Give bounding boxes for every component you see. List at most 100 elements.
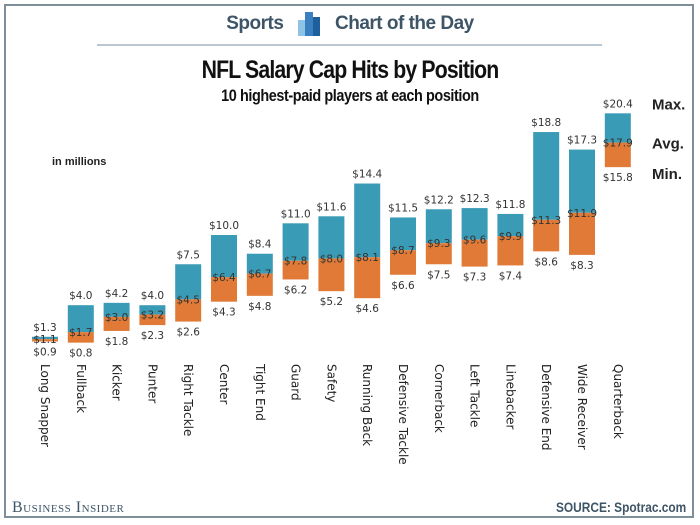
bar-lower-9 xyxy=(354,257,381,299)
bar-upper-15 xyxy=(569,149,595,213)
bar-lower-11 xyxy=(425,243,452,265)
label-min-8: $5.2 xyxy=(320,296,343,308)
label-max-15: $17.3 xyxy=(567,135,597,147)
label-max-0: $1.3 xyxy=(33,322,56,334)
bar-lower-15 xyxy=(569,212,595,255)
bar-upper-8 xyxy=(318,216,345,259)
brand-logo: Business Insider xyxy=(12,499,125,516)
label-max-6: $8.4 xyxy=(248,239,272,251)
label-avg-2: $3.0 xyxy=(105,312,128,324)
category-label-8: Safety xyxy=(324,364,338,402)
legend-avg: Avg. xyxy=(652,136,684,153)
bar-lower-5 xyxy=(211,277,237,302)
bar-upper-3 xyxy=(139,305,166,315)
bar-lower-2 xyxy=(103,316,130,331)
bar-upper-7 xyxy=(282,223,309,261)
label-max-8: $11.6 xyxy=(316,201,346,213)
category-label-5: Center xyxy=(217,364,231,404)
label-avg-7: $7.8 xyxy=(284,256,307,268)
label-min-11: $7.5 xyxy=(427,269,450,281)
label-max-12: $12.3 xyxy=(460,193,490,205)
label-max-5: $10.0 xyxy=(209,220,239,232)
label-min-13: $7.4 xyxy=(499,270,523,282)
bar-upper-10 xyxy=(390,217,416,251)
bar-lower-13 xyxy=(497,236,524,266)
label-min-9: $4.6 xyxy=(356,303,380,315)
bar-upper-4 xyxy=(175,264,202,300)
bar-upper-13 xyxy=(497,213,524,237)
category-label-9: Running Back xyxy=(360,364,374,446)
legend-min: Min. xyxy=(652,166,682,183)
label-min-4: $2.6 xyxy=(177,327,201,339)
chart-subtitle: 10 highest-paid players at each position xyxy=(221,86,479,105)
label-max-3: $4.0 xyxy=(141,290,164,302)
category-label-7: Guard xyxy=(289,364,303,401)
label-avg-11: $9.3 xyxy=(427,238,450,250)
bar-lower-7 xyxy=(282,260,309,280)
bar-lower-16 xyxy=(604,142,631,168)
header-sports: Sports xyxy=(226,13,284,34)
category-label-11: Cornerback xyxy=(432,364,446,433)
label-min-3: $2.3 xyxy=(141,330,164,342)
bar-lower-10 xyxy=(390,250,416,275)
category-label-3: Punter xyxy=(145,364,159,403)
bar-upper-2 xyxy=(103,302,130,317)
label-max-16: $20.4 xyxy=(603,98,633,110)
bar-upper-14 xyxy=(533,132,560,220)
label-avg-12: $9.6 xyxy=(463,235,487,247)
legend-max: Max. xyxy=(652,96,685,113)
label-avg-5: $6.4 xyxy=(212,272,236,284)
label-max-2: $4.2 xyxy=(105,288,128,300)
label-min-12: $7.3 xyxy=(463,272,486,284)
label-min-2: $1.8 xyxy=(105,336,128,348)
label-avg-6: $6.7 xyxy=(248,269,271,281)
label-avg-0: $1.1 xyxy=(33,334,56,346)
chart-logo-icon xyxy=(298,12,321,36)
units-label: in millions xyxy=(52,156,107,168)
label-min-5: $4.3 xyxy=(212,307,235,319)
label-max-11: $12.2 xyxy=(424,194,454,206)
bar-lower-6 xyxy=(246,273,273,296)
chart-frame xyxy=(4,4,694,518)
category-label-15: Wide Receiver xyxy=(575,364,589,450)
bar-lower-8 xyxy=(318,258,345,292)
bar-lower-0 xyxy=(32,339,58,342)
category-label-0: Long Snapper xyxy=(38,364,52,447)
label-avg-9: $8.1 xyxy=(356,252,379,264)
label-avg-4: $4.5 xyxy=(177,294,200,306)
bar-upper-9 xyxy=(354,183,381,258)
category-label-10: Defensive Tackle xyxy=(396,364,410,465)
label-avg-14: $11.3 xyxy=(531,215,561,227)
label-min-16: $15.8 xyxy=(603,172,633,184)
label-avg-15: $11.9 xyxy=(567,208,597,220)
bar-lower-14 xyxy=(533,219,560,252)
bar-lower-3 xyxy=(139,314,166,326)
label-avg-16: $17.9 xyxy=(603,138,633,150)
chart-title: NFL Salary Cap Hits by Position xyxy=(201,56,500,84)
category-label-14: Defensive End xyxy=(539,364,553,451)
label-min-1: $0.8 xyxy=(69,348,92,360)
bar-upper-6 xyxy=(246,253,273,274)
label-min-10: $6.6 xyxy=(391,280,415,292)
label-min-15: $8.3 xyxy=(570,260,593,272)
bar-lower-12 xyxy=(461,239,488,267)
bar-upper-1 xyxy=(67,305,94,333)
label-max-7: $11.0 xyxy=(281,208,311,220)
label-avg-10: $8.7 xyxy=(391,245,414,257)
label-min-0: $0.9 xyxy=(33,346,56,358)
header: Sports Chart of the Day xyxy=(0,12,700,36)
label-max-13: $11.8 xyxy=(495,199,525,211)
label-avg-8: $8.0 xyxy=(320,253,343,265)
header-divider xyxy=(97,44,602,46)
label-max-9: $14.4 xyxy=(352,169,382,181)
category-label-1: Fullback xyxy=(74,364,88,413)
bar-upper-0 xyxy=(32,336,58,340)
label-max-1: $4.0 xyxy=(69,290,92,302)
label-max-4: $7.5 xyxy=(177,249,200,261)
bar-upper-11 xyxy=(425,209,452,244)
label-min-14: $8.6 xyxy=(535,256,559,268)
label-max-14: $18.8 xyxy=(531,117,561,129)
category-label-4: Right Tackle xyxy=(181,364,195,436)
category-label-2: Kicker xyxy=(110,364,124,401)
